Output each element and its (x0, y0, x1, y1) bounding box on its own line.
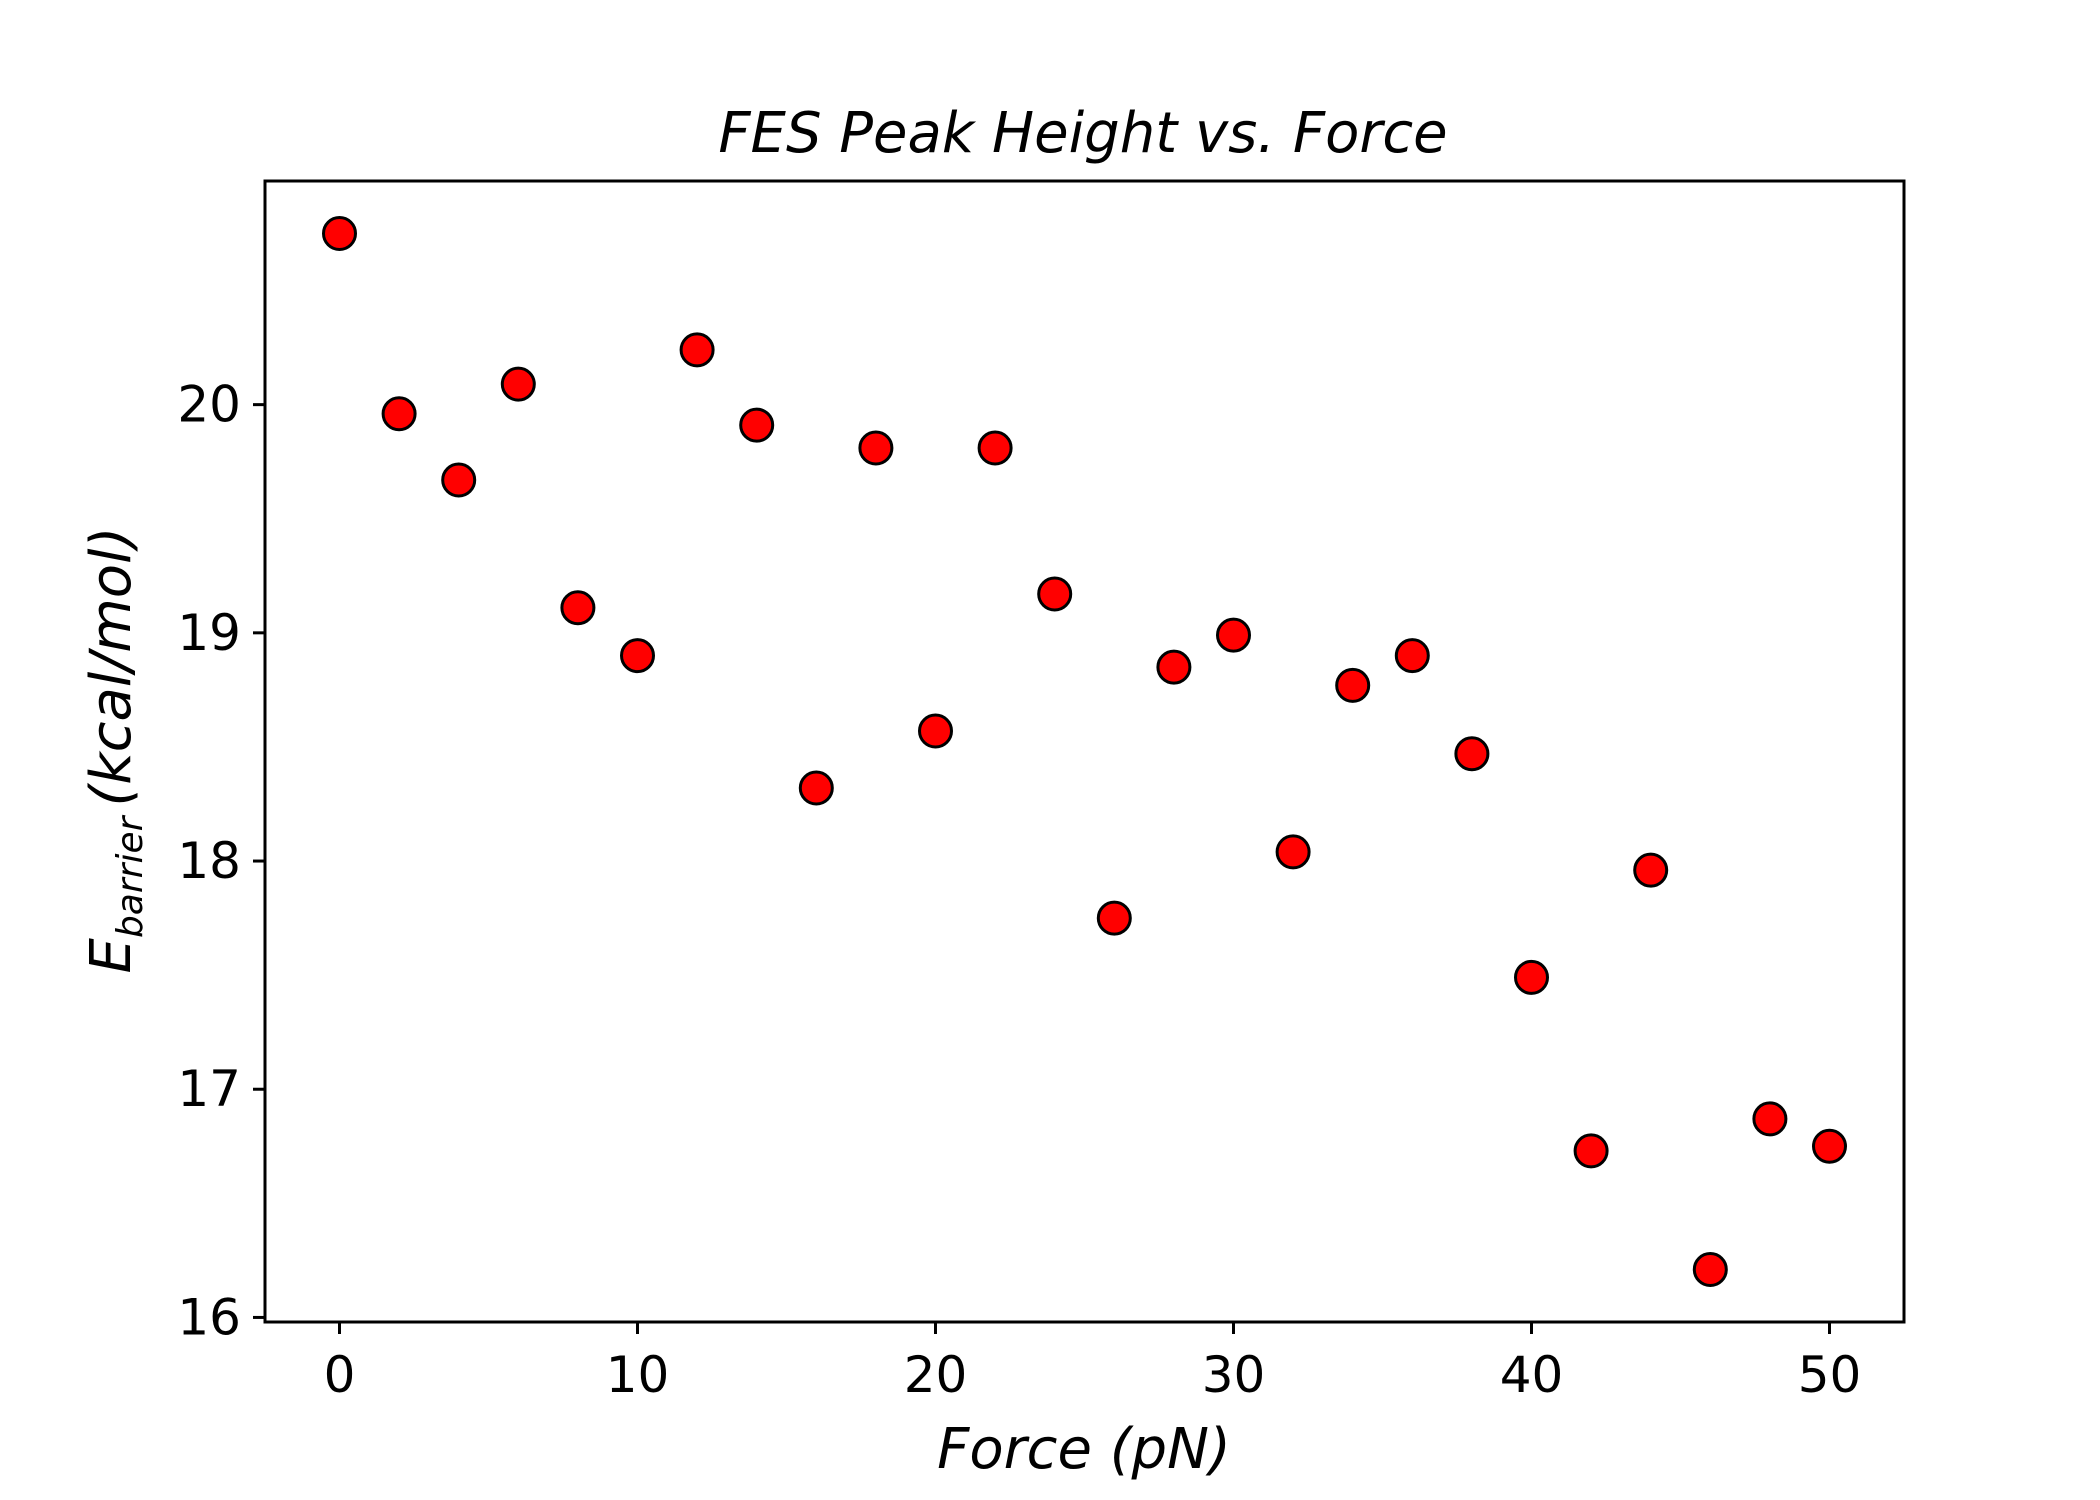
data-point (1752, 1101, 1788, 1137)
data-point (1216, 617, 1251, 653)
data-point (918, 713, 953, 749)
y-tick-label: 16 (177, 1288, 241, 1346)
x-axis-label: Force (pN) (937, 1417, 1231, 1482)
data-point (620, 638, 655, 674)
data-point (1692, 1252, 1728, 1288)
x-tick-label: 10 (606, 1346, 670, 1404)
y-axis-label-subscript: barrier (110, 814, 151, 938)
data-point (441, 462, 477, 498)
x-tick-label: 40 (1500, 1346, 1564, 1404)
data-point (1275, 834, 1311, 870)
data-point (1812, 1128, 1847, 1164)
data-point (1394, 638, 1430, 674)
y-axis-ticks: 16 17 18 19 20 (177, 376, 265, 1346)
data-point (739, 407, 775, 443)
data-point (500, 366, 536, 402)
y-tick-label: 17 (177, 1060, 241, 1118)
data-point (1573, 1133, 1609, 1169)
data-point (977, 430, 1013, 466)
data-point (858, 430, 894, 466)
x-tick-label: 0 (324, 1346, 356, 1404)
data-point (1156, 649, 1192, 685)
x-tick-label: 20 (904, 1346, 968, 1404)
y-axis-label-unit: (kcal/mol) (79, 527, 144, 807)
data-point (1454, 736, 1490, 772)
data-point (1335, 667, 1371, 703)
data-point (679, 332, 715, 368)
x-tick-label: 30 (1202, 1346, 1266, 1404)
y-tick-label: 19 (177, 604, 241, 662)
data-points (322, 215, 1847, 1288)
data-point (1037, 576, 1073, 612)
data-point (1096, 900, 1132, 936)
plot-area (263, 179, 1906, 1324)
y-tick-label: 20 (177, 376, 241, 434)
plot-frame (263, 179, 1906, 1324)
x-axis-ticks: 0 10 20 30 40 50 (324, 1322, 1862, 1404)
data-point (322, 215, 357, 251)
y-axis-label-main: E (79, 937, 144, 973)
x-tick-label: 50 (1798, 1346, 1862, 1404)
data-point (1514, 959, 1549, 995)
data-point (798, 770, 834, 806)
data-point (560, 590, 596, 626)
data-point (381, 396, 417, 432)
y-tick-label: 18 (177, 832, 241, 890)
chart-title: FES Peak Height vs. Force (718, 101, 1447, 166)
data-point (1633, 852, 1669, 888)
y-axis-label: Ebarrier (kcal/mol) (79, 527, 151, 974)
